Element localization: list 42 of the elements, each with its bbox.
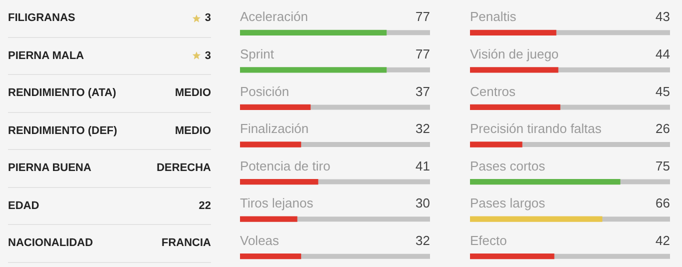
data-label: 30	[416, 196, 430, 211]
y-tick-label: Voleas	[240, 232, 280, 248]
data-label: 32	[416, 232, 430, 248]
data-label: 26	[656, 121, 670, 136]
y-tick-label: Finalización	[240, 121, 309, 136]
category-label: EDAD	[8, 200, 40, 212]
data-label: 42	[656, 232, 670, 248]
y-tick-label: Centros	[470, 84, 516, 99]
y-tick-label: Sprint	[240, 46, 274, 62]
category-label: PIERNA BUENA	[8, 162, 92, 174]
data-label: 32	[416, 121, 430, 136]
data-label: 77	[416, 46, 430, 62]
category-label: PIERNA MALA	[8, 50, 84, 62]
data-label: 44	[656, 46, 670, 62]
text: MEDIO	[174, 124, 211, 137]
data-label: 45	[656, 84, 670, 99]
y-tick-label: Precisión tirando faltas	[470, 121, 602, 136]
y-tick-label: Tiros lejanos	[240, 196, 314, 211]
data-label: 77	[416, 9, 430, 24]
data-label: 43	[656, 9, 670, 24]
category-label: RENDIMIENTO (DEF)	[8, 124, 118, 137]
y-tick-label: Pases largos	[470, 196, 546, 211]
data-label: 41	[416, 158, 430, 174]
y-tick-label: Potencia de tiro	[240, 158, 330, 174]
text: 3	[204, 12, 211, 24]
y-tick-label: Posición	[240, 84, 290, 99]
data-label: 66	[656, 196, 670, 211]
data-label: 75	[656, 158, 670, 174]
text: DERECHA	[156, 162, 211, 174]
category-label: NACIONALIDAD	[8, 237, 93, 250]
text: MEDIO	[174, 87, 211, 100]
y-tick-label: Aceleración	[240, 9, 308, 24]
data-label: 37	[416, 84, 430, 99]
text: 3	[204, 50, 211, 62]
y-tick-label: Visión de juego	[470, 46, 559, 62]
text: 22	[198, 200, 211, 212]
y-tick-label: Pases cortos	[470, 158, 546, 174]
category-label: RENDIMIENTO (ATA)	[8, 87, 116, 100]
text: FRANCIA	[162, 237, 211, 250]
category-label: FILIGRANAS	[8, 12, 76, 24]
y-tick-label: Penaltis	[470, 9, 517, 24]
y-tick-label: Efecto	[470, 232, 507, 248]
